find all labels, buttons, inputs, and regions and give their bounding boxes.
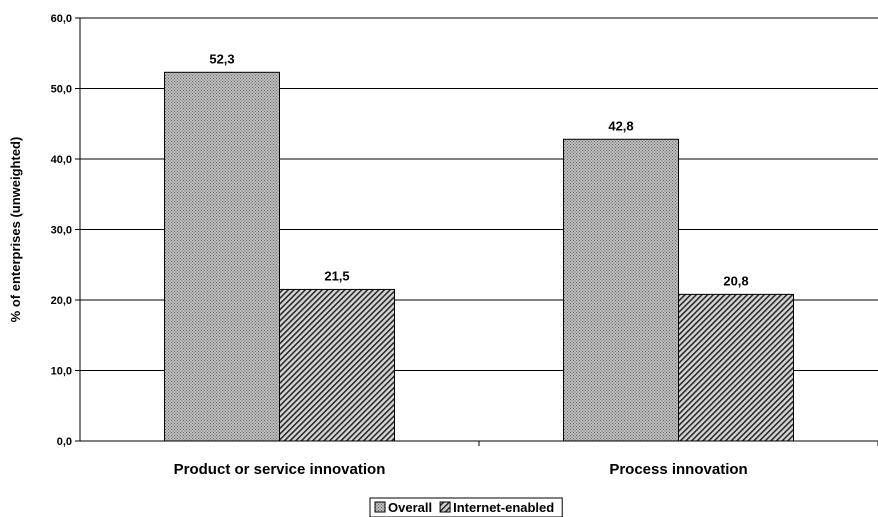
axes: [75, 17, 878, 446]
x-category-label: Product or service innovation: [174, 461, 386, 478]
y-axis-title: % of enterprises (unweighted): [8, 137, 23, 323]
y-tick-label: 60,0: [51, 13, 72, 25]
data-label: 21,5: [324, 268, 349, 283]
y-tick-label: 20,0: [51, 295, 72, 307]
legend-swatch-internet-enabled: [439, 501, 451, 513]
y-tick-label: 50,0: [51, 84, 72, 96]
bar-internet-enabled-2: [678, 293, 794, 442]
labels: 0,0 10,0 20,0 30,0 40,0 50,0 60,0 52,3 21,5 Produ…: [51, 13, 749, 478]
legend-box: [369, 497, 563, 517]
legend-label: Internet-enabled: [453, 500, 554, 515]
y-tick-label: 0,0: [57, 436, 72, 448]
bar-internet-enabled-1: [279, 288, 395, 442]
bar-overall-1: [164, 71, 280, 442]
y-tick-label: 40,0: [51, 154, 72, 166]
legend-swatch-overall: [374, 501, 386, 513]
y-tick-label: 10,0: [51, 366, 72, 378]
data-label: 20,8: [723, 273, 748, 288]
data-label: 42,8: [608, 118, 633, 133]
y-tick-label: 30,0: [51, 225, 72, 237]
legend: Overall Internet-enabled: [369, 497, 563, 517]
x-category-label: Process innovation: [609, 461, 747, 478]
legend-label: Overall: [388, 500, 432, 515]
data-label: 52,3: [209, 51, 234, 66]
bars: [164, 71, 794, 442]
bar-overall-2: [563, 138, 679, 442]
